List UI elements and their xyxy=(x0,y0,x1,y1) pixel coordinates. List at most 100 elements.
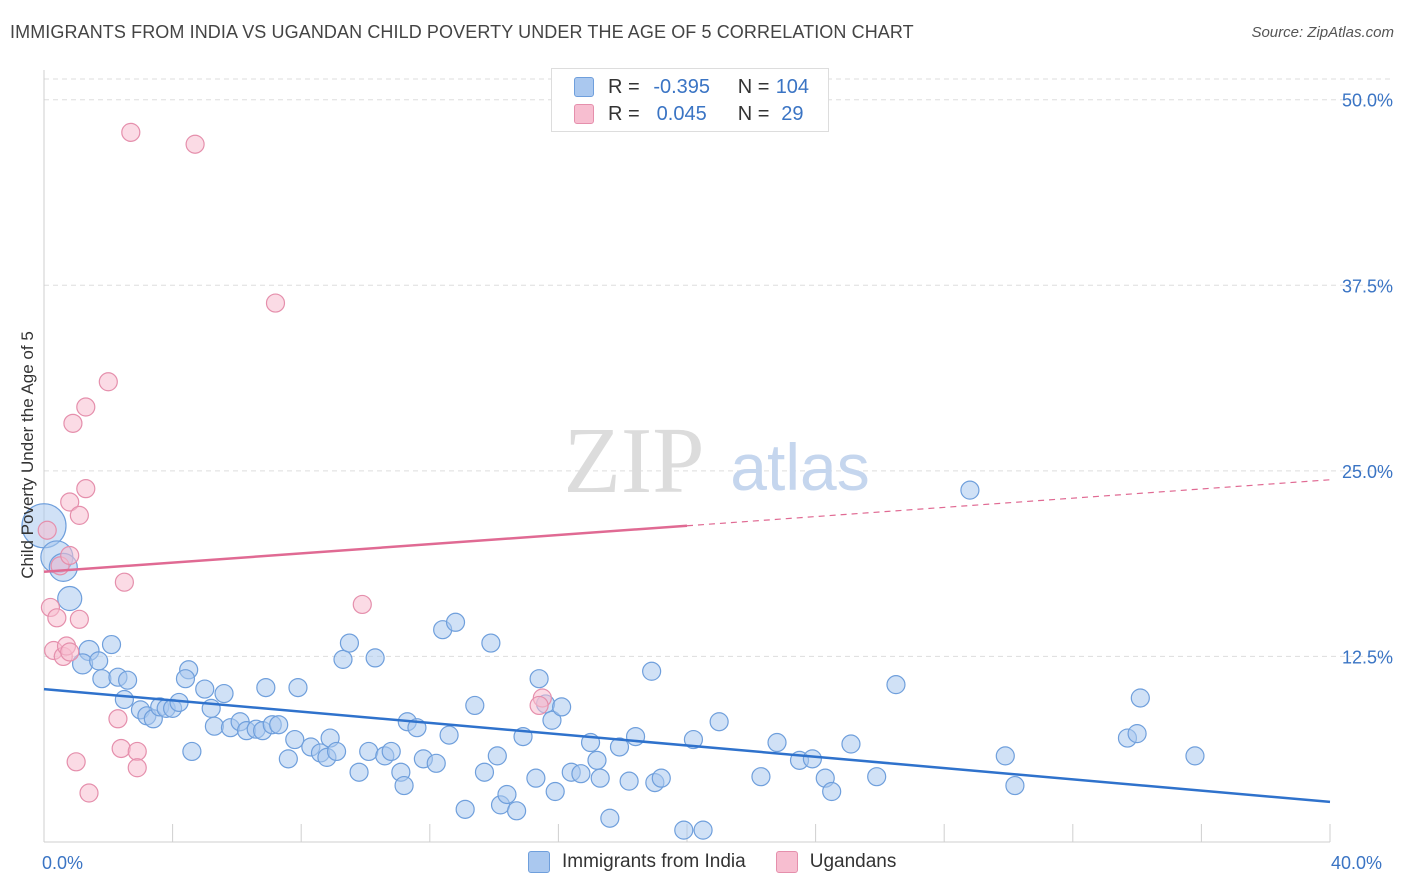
y-tick-label: 12.5% xyxy=(1342,647,1393,667)
india-point xyxy=(92,669,112,689)
india-point xyxy=(182,741,202,762)
legend-r-label: R = xyxy=(608,75,640,98)
y-tick-label: 25.0% xyxy=(1342,462,1393,482)
india-point xyxy=(394,775,414,796)
india-point xyxy=(117,670,138,690)
india-point xyxy=(995,746,1015,766)
series-name-ugandans: Ugandans xyxy=(809,851,897,872)
india-point xyxy=(542,710,562,730)
india-point xyxy=(674,820,694,840)
ugandans-point xyxy=(352,594,372,615)
india-point xyxy=(349,762,369,782)
india-point xyxy=(114,689,134,710)
india-point xyxy=(683,729,704,750)
legend-row-ugandans: R = 0.045 N = 29 xyxy=(574,101,815,127)
ugandans-point xyxy=(63,413,83,433)
legend-swatch-india xyxy=(574,77,594,97)
ugandans-point xyxy=(76,479,96,499)
x-tick-label-min: 0.0% xyxy=(42,853,84,873)
ugandans-point xyxy=(114,572,134,592)
ugandans-point xyxy=(60,642,80,662)
y-axis-label: Child Poverty Under the Age of 5 xyxy=(18,331,37,579)
ugandans-point xyxy=(108,709,128,729)
india-point xyxy=(619,771,639,791)
source-credit: Source: ZipAtlas.com xyxy=(1251,24,1394,41)
india-point xyxy=(867,767,887,787)
india-point xyxy=(693,820,713,840)
ugandans-trend-line-extension xyxy=(686,479,1331,527)
india-point xyxy=(802,749,822,769)
india-point xyxy=(285,729,305,750)
india-point xyxy=(445,612,466,632)
trend-lines xyxy=(43,479,1331,804)
india-point xyxy=(487,746,507,766)
india-point xyxy=(571,764,591,784)
legend-swatch-ugandans xyxy=(574,104,594,124)
india-point xyxy=(381,741,401,762)
india-point xyxy=(465,695,485,716)
y-tick-label: 50.0% xyxy=(1342,91,1393,111)
india-point xyxy=(365,648,385,668)
india-point xyxy=(1005,775,1025,796)
india-point xyxy=(426,753,446,773)
india-point xyxy=(326,741,347,762)
india-point xyxy=(507,801,527,821)
india-trend-line xyxy=(43,687,1331,804)
legend-r-value-ugandans: 0.045 xyxy=(656,102,707,125)
series-legend-ugandans: Ugandans xyxy=(775,851,897,873)
watermark-atlas: atlas xyxy=(730,430,869,504)
y-tick-labels: 12.5% 25.0% 37.5% 50.0% xyxy=(1342,91,1393,668)
zipatlas-watermark: ZIP atlas xyxy=(564,409,870,513)
india-point xyxy=(709,712,729,732)
ugandans-point xyxy=(47,608,67,628)
india-point xyxy=(609,737,630,757)
legend-n-label: N = xyxy=(737,75,770,98)
ugandans-point xyxy=(265,293,286,313)
series-legend: Immigrants from India Ugandans xyxy=(528,851,926,873)
india-point xyxy=(474,762,495,782)
india-point xyxy=(1130,688,1150,708)
india-point xyxy=(256,677,276,698)
india-point xyxy=(439,725,459,745)
ugandans-point xyxy=(37,520,57,540)
india-point xyxy=(526,768,546,788)
ugandans-point xyxy=(66,752,86,772)
india-point xyxy=(204,716,224,736)
series-legend-india: Immigrants from India xyxy=(528,851,746,873)
india-point xyxy=(481,633,501,653)
india-point xyxy=(1127,724,1147,744)
legend-r-label: R = xyxy=(608,102,640,125)
india-point xyxy=(288,677,308,698)
ugandans-point xyxy=(529,695,549,716)
india-point xyxy=(822,781,842,802)
india-point xyxy=(529,669,549,689)
legend-row-india: R = -0.395 N = 104 xyxy=(574,74,815,100)
india-point xyxy=(841,734,861,754)
india-point xyxy=(625,726,646,747)
india-point xyxy=(1185,746,1205,766)
watermark-zip: ZIP xyxy=(564,409,705,513)
india-point xyxy=(195,679,215,699)
correlation-legend: R = -0.395 N = 104 R = 0.045 N = 29 xyxy=(551,68,829,132)
india-point xyxy=(886,675,906,695)
chart-title: IMMIGRANTS FROM INDIA VS UGANDAN CHILD P… xyxy=(10,22,914,42)
india-point xyxy=(960,480,980,500)
india-point xyxy=(587,750,607,770)
legend-r-value-india: -0.395 xyxy=(653,75,711,98)
india-point xyxy=(455,799,475,819)
india-point xyxy=(497,784,517,805)
ugandans-point xyxy=(69,609,89,629)
ugandans-trend-line xyxy=(43,524,688,574)
india-point xyxy=(89,651,109,671)
ugandans-point xyxy=(185,134,205,154)
legend-n-value-ugandans: 29 xyxy=(781,102,804,125)
india-point xyxy=(552,697,572,717)
ugandans-point xyxy=(98,372,118,392)
data-points xyxy=(21,122,1205,840)
ugandans-point xyxy=(79,783,99,803)
series-name-india: Immigrants from India xyxy=(562,851,746,872)
ugandans-point xyxy=(60,492,80,512)
series-swatch-india xyxy=(528,851,550,873)
india-point xyxy=(545,781,565,802)
